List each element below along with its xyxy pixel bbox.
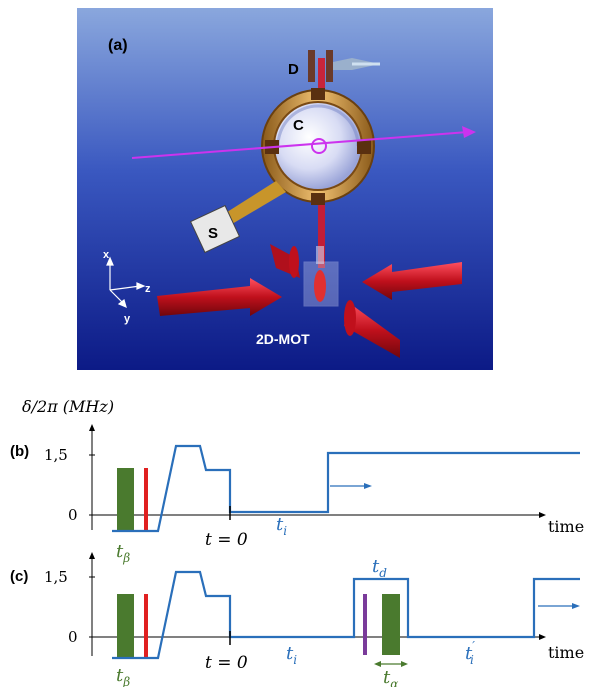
panel-c-tiprime-label: t′ i (465, 639, 475, 667)
mot-beam-lower (344, 302, 400, 358)
mot-beam-right (362, 262, 462, 300)
axis-x-label: x (103, 249, 110, 261)
panel-b-ti-label: ti (276, 514, 287, 538)
panel-b-green-pulse (117, 468, 134, 531)
axes-triad (106, 256, 146, 309)
panel-c-talpha-label: tα (383, 667, 398, 687)
axis-y-label: y (124, 313, 131, 325)
panel-b-red-pulse (144, 468, 148, 531)
axis-z-label: z (145, 283, 151, 295)
panel-b: δ/2π (MHz) (b) 1,5 0 time tβ t = 0 ti (10, 397, 584, 565)
panel-b-ytick-high: 1,5 (44, 446, 68, 464)
panel-c-purple-pulse (363, 594, 367, 655)
panel-c-xlabel: time (548, 643, 584, 662)
panel-c-green-pulse-2 (382, 594, 400, 655)
panel-c-ytick-zero: 0 (68, 628, 78, 646)
cavity-icon (261, 88, 375, 205)
panel-b-detuning-curve (112, 444, 580, 533)
panel-b-ytick-zero: 0 (68, 506, 78, 524)
source-label: S (208, 225, 218, 242)
mot-beams (157, 244, 462, 358)
atom-cloud (314, 270, 326, 302)
detector-label: D (288, 61, 299, 78)
panel-b-xlabel: time (548, 517, 584, 536)
glass-cell (303, 246, 339, 307)
mot-label: 2D-MOT (256, 331, 310, 347)
panel-c-ytick-high: 1,5 (44, 568, 68, 586)
panel-c-detuning-curve (112, 570, 580, 660)
panel-c-td-label: td (372, 556, 387, 580)
source-icon (189, 181, 286, 254)
detector-icon (308, 50, 380, 82)
panel-b-t0-label: t = 0 (205, 530, 248, 550)
cavity-label: C (293, 117, 304, 134)
panel-c-t0-label: t = 0 (205, 653, 248, 673)
panel-c-label: (c) (10, 568, 28, 585)
panel-c-ti-label: ti (286, 643, 297, 667)
panel-c-green-pulse-1 (117, 594, 134, 658)
ylabel: δ/2π (MHz) (22, 397, 114, 416)
panel-a: (a) D C (77, 8, 493, 370)
probe-beam (131, 126, 476, 159)
mot-beam-left (157, 278, 282, 316)
panel-c: (c) 1,5 0 time tβ t = 0 ti td tα t′ i (10, 552, 584, 687)
panel-a-label: (a) (108, 37, 128, 54)
panel-b-label: (b) (10, 443, 29, 460)
panel-b-tbeta-label: tβ (116, 541, 130, 565)
panel-c-tbeta-label: tβ (116, 665, 130, 687)
panel-c-red-pulse (144, 594, 148, 658)
